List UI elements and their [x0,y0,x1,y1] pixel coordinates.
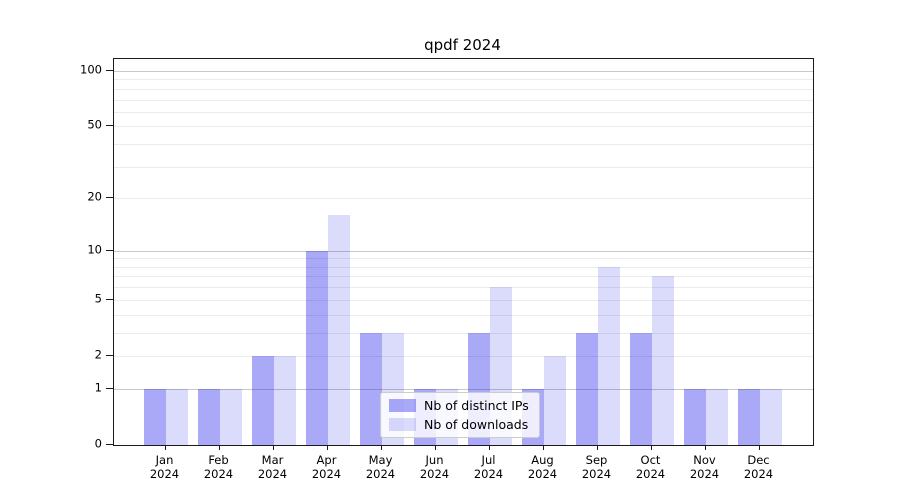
legend: Nb of distinct IPs Nb of downloads [380,392,540,438]
legend-row-downloads: Nb of downloads [389,417,529,432]
x-tick-mark-nov [704,445,706,450]
x-tick-label-sep: Sep 2024 [581,453,612,482]
gridline-minor-7 [114,276,813,278]
x-tick-mark-mar [272,445,274,450]
x-tick-mark-aug [542,445,544,450]
y-tick-label-50: 50 [87,117,102,132]
y-tick-mark-50 [106,125,113,127]
gridline-major-10 [114,250,813,252]
x-tick-label-oct: Oct 2024 [635,453,666,482]
legend-swatch-downloads [389,418,416,431]
gridline-major-100 [114,70,813,72]
x-tick-label-aug: Aug 2024 [527,453,558,482]
bar-distinct-ips-oct [629,332,652,445]
y-tick-mark-2 [106,355,113,356]
x-tick-mark-sep [596,445,598,450]
gridline-minor-2 [114,356,813,357]
bar-downloads-oct [651,276,674,445]
bar-downloads-feb [219,388,242,445]
gridline-minor-4 [114,314,813,316]
x-tick-label-jun: Jun 2024 [419,453,450,482]
bar-downloads-aug [543,356,566,445]
x-tick-mark-oct [650,445,652,450]
x-tick-label-nov: Nov 2024 [689,453,720,482]
y-tick-mark-10 [106,249,113,251]
gridline-minor-60 [114,111,813,113]
x-tick-label-feb: Feb 2024 [203,453,234,482]
bar-distinct-ips-feb [197,388,220,445]
gridline-minor-9 [114,258,813,260]
y-tick-mark-0 [106,444,113,445]
x-tick-mark-feb [218,445,220,450]
bar-downloads-dec [759,388,782,445]
x-tick-mark-apr [326,445,328,450]
gridline-minor-80 [114,88,813,90]
x-tick-mark-jun [434,445,436,450]
x-tick-mark-dec [758,445,760,450]
legend-label-downloads: Nb of downloads [424,417,529,432]
y-tick-mark-20 [106,197,113,199]
bar-distinct-ips-may [359,332,382,445]
bar-distinct-ips-dec [737,388,760,445]
bar-downloads-mar [273,356,296,445]
bar-distinct-ips-nov [683,388,706,445]
x-tick-label-jul: Jul 2024 [473,453,504,482]
x-tick-label-dec: Dec 2024 [743,453,774,482]
gridline-minor-90 [114,79,813,81]
y-tick-label-20: 20 [87,189,102,204]
y-tick-mark-100 [106,69,113,71]
x-tick-mark-may [380,445,382,450]
chart-title: qpdf 2024 [424,36,501,54]
y-tick-label-100: 100 [80,62,102,77]
bar-distinct-ips-mar [251,356,274,445]
x-tick-label-mar: Mar 2024 [257,453,288,482]
y-tick-label-1: 1 [94,380,102,395]
gridline-minor-3 [114,332,813,334]
y-tick-label-0: 0 [94,436,102,451]
gridline-minor-6 [114,287,813,289]
gridline-minor-40 [114,144,813,145]
x-tick-label-apr: Apr 2024 [311,453,342,482]
gridline-minor-30 [114,166,813,168]
plot-area: Nb of distinct IPs Nb of downloads [113,58,814,446]
x-tick-label-may: May 2024 [365,453,396,482]
gridline-minor-8 [114,266,813,268]
bar-distinct-ips-apr [305,250,328,445]
gridline-minor-20 [114,198,813,200]
y-tick-label-5: 5 [94,291,102,306]
gridline-minor-50 [114,126,813,128]
legend-row-distinct-ips: Nb of distinct IPs [389,398,529,413]
gridline-minor-70 [114,99,813,101]
bar-distinct-ips-sep [575,332,598,445]
legend-swatch-distinct-ips [389,399,416,412]
bar-distinct-ips-jan [143,388,166,445]
legend-label-distinct-ips: Nb of distinct IPs [424,398,529,413]
bar-downloads-nov [705,388,728,445]
x-tick-label-jan: Jan 2024 [149,453,180,482]
gridline-major-1 [114,388,813,390]
gridline-minor-5 [114,299,813,301]
bar-downloads-jan [165,388,188,445]
bar-downloads-sep [597,266,620,445]
x-tick-mark-jul [488,445,490,450]
x-tick-mark-jan [164,445,166,450]
y-tick-mark-1 [106,387,113,389]
y-tick-label-10: 10 [87,241,102,256]
y-tick-mark-5 [106,298,113,300]
y-tick-label-2: 2 [94,347,102,362]
bar-downloads-apr [327,215,350,445]
